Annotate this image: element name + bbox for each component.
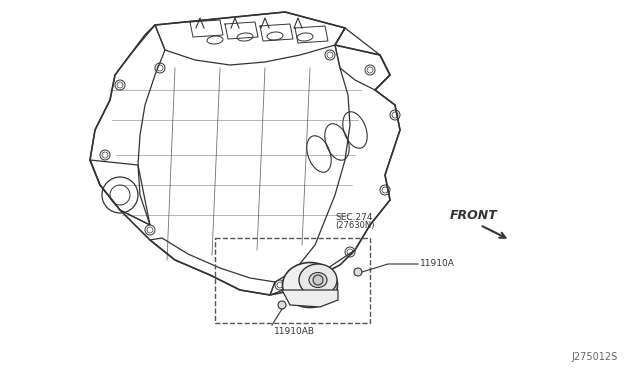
Polygon shape: [282, 290, 338, 307]
Text: SEC.274: SEC.274: [335, 213, 372, 222]
Text: J275012S: J275012S: [572, 352, 618, 362]
Text: (27630N): (27630N): [335, 221, 374, 230]
Text: 11910AB: 11910AB: [274, 327, 315, 336]
Ellipse shape: [309, 273, 327, 288]
Text: 11910A: 11910A: [420, 260, 455, 269]
Circle shape: [278, 301, 286, 309]
Ellipse shape: [299, 264, 337, 296]
Circle shape: [354, 268, 362, 276]
Ellipse shape: [282, 263, 337, 308]
Circle shape: [313, 275, 323, 285]
Text: FRONT: FRONT: [450, 208, 498, 221]
